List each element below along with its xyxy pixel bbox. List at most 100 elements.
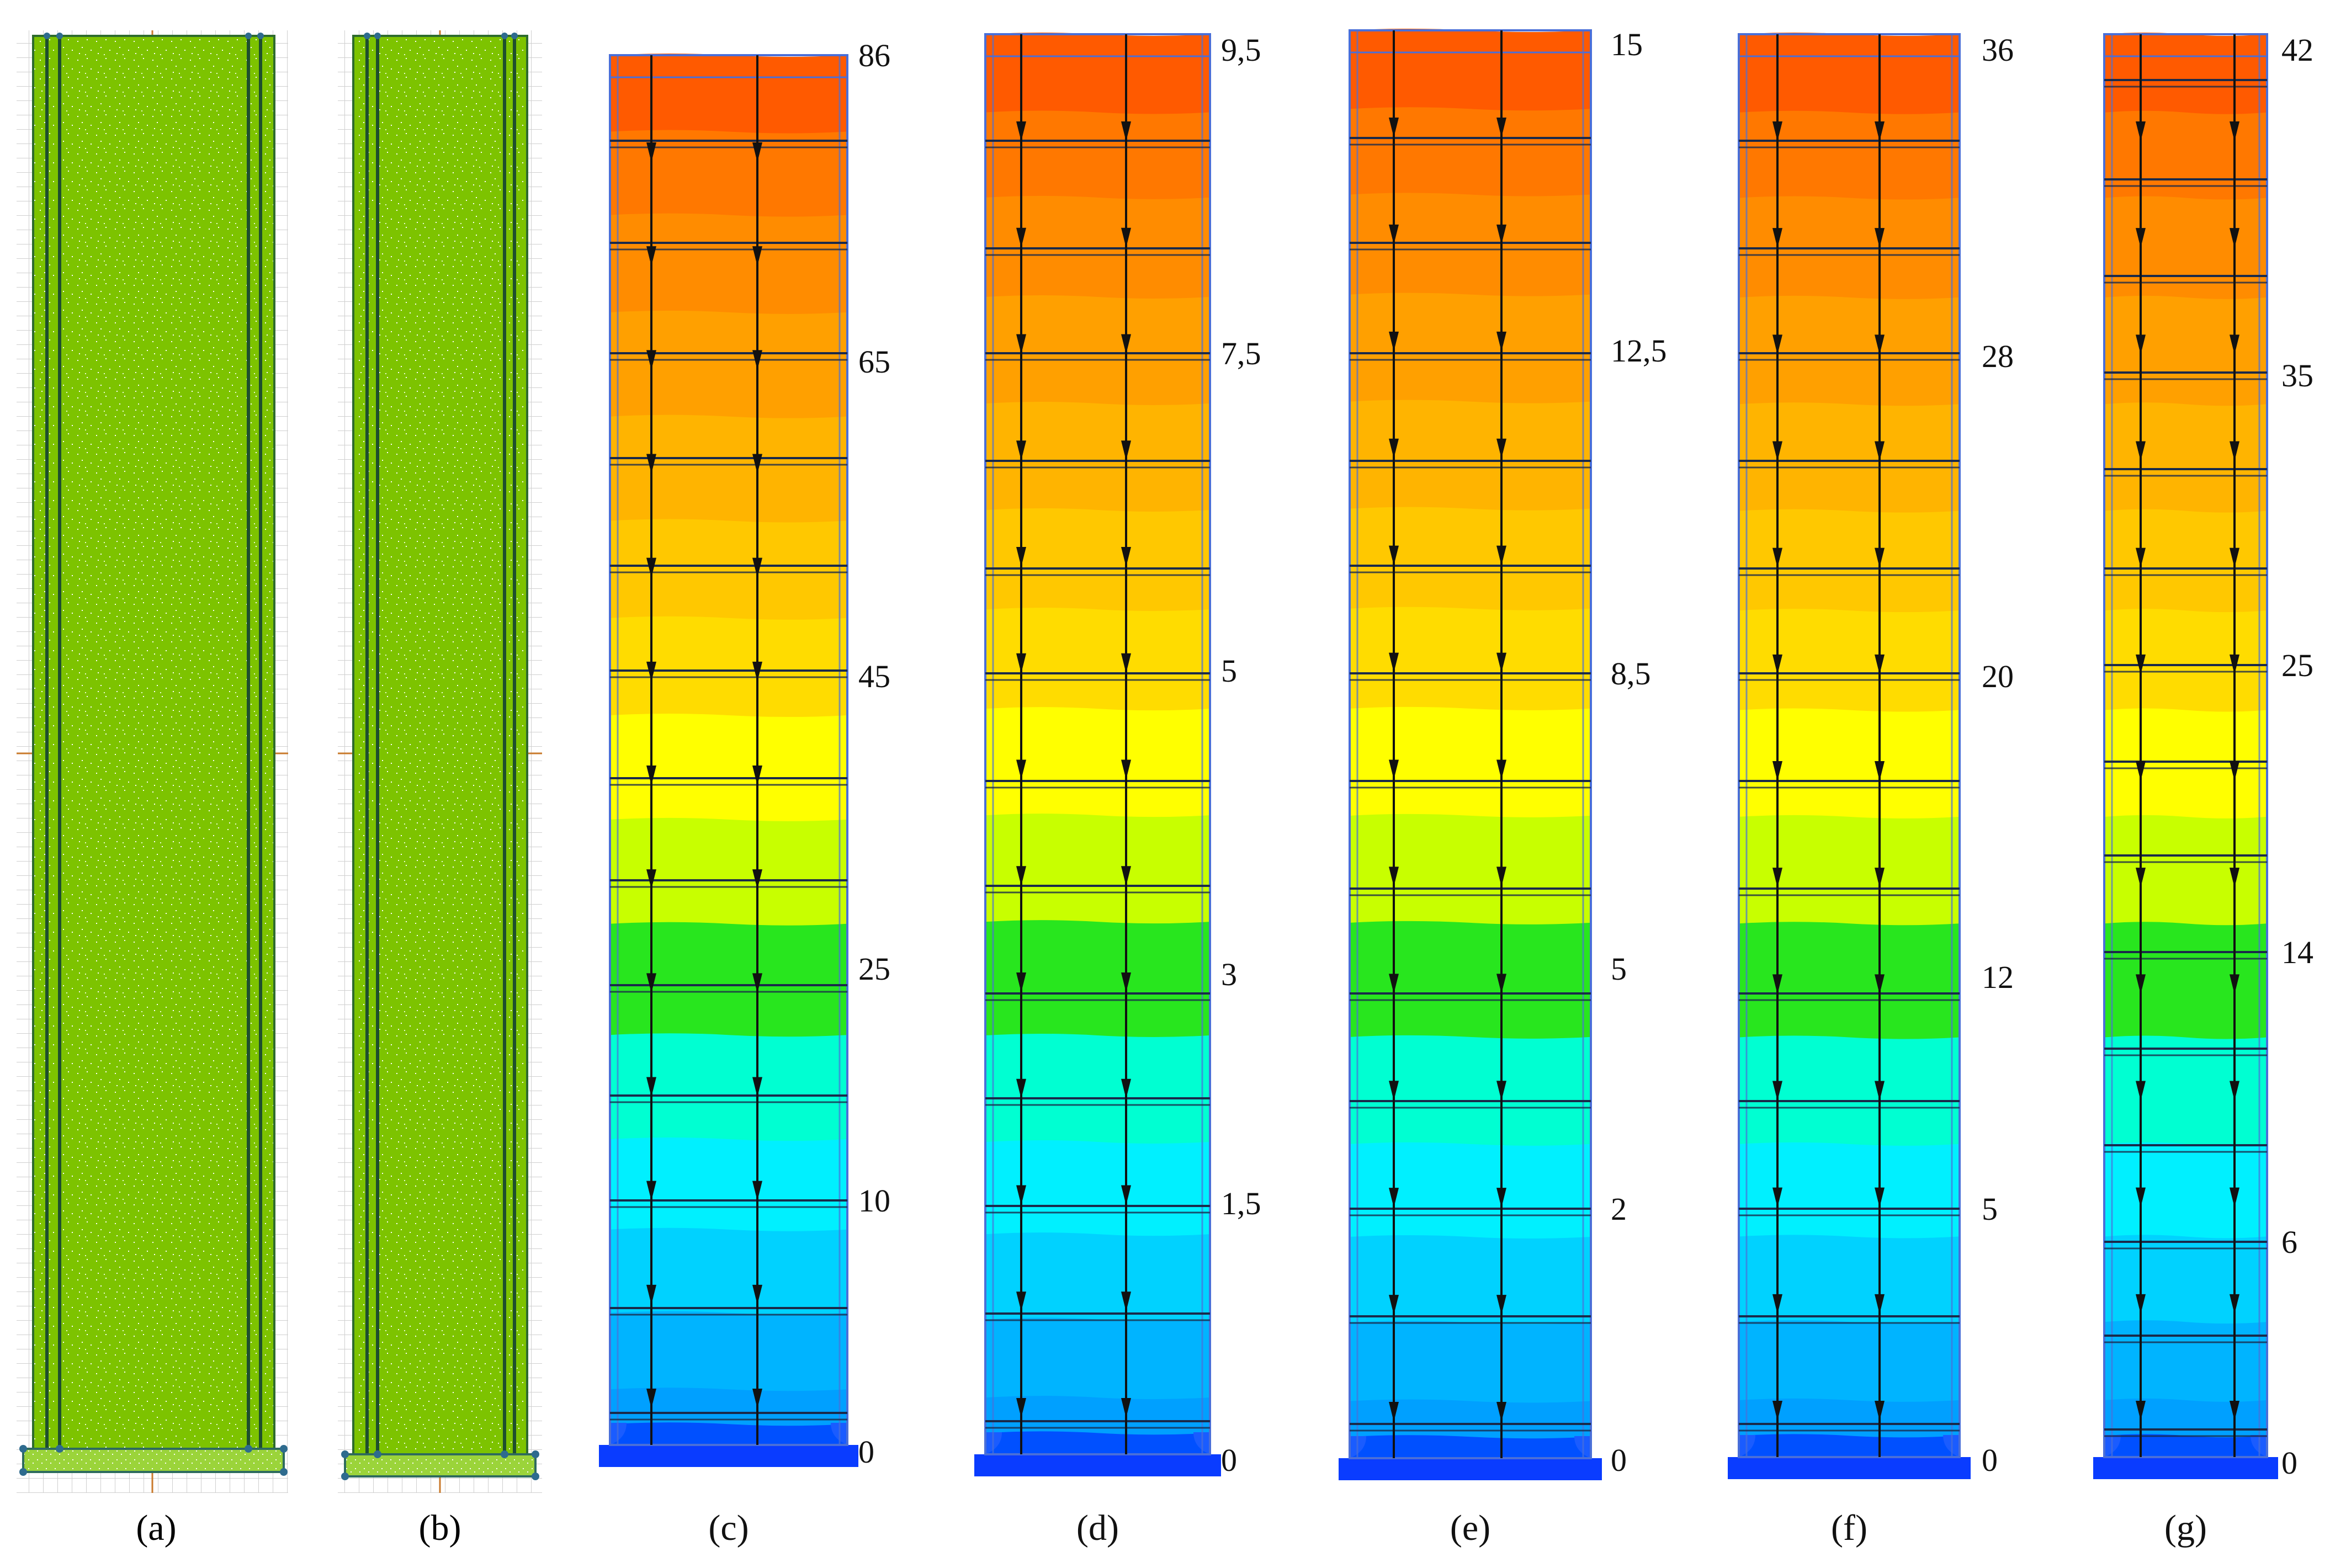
panel-d-load-arrow: [1121, 334, 1131, 354]
panel-c-contour-band: [610, 213, 847, 315]
panel-d-load-arrow: [1121, 121, 1131, 141]
panel-a-mesh-base: [22, 1448, 285, 1473]
panel-b-node: [374, 33, 381, 39]
panel-d-contour-band: [985, 401, 1210, 512]
panel-c-load-arrow: [646, 661, 656, 682]
panel-d-load-arrow: [1121, 1398, 1131, 1418]
panel-e-scale-label: 5: [1611, 951, 1627, 987]
panel-c-contour-band: [610, 1227, 847, 1315]
panel-d-load-arrow: [1016, 547, 1026, 567]
panel-e-load-arrow: [1389, 1295, 1399, 1315]
panel-d-scale-label: 9,5: [1221, 32, 1261, 68]
panel-a-node: [56, 1445, 63, 1453]
panel-e-load-arrow: [1389, 974, 1399, 994]
panel-e-load-arrow: [1389, 1081, 1399, 1101]
panel-c-contour-band: [610, 1138, 847, 1232]
panel-g-load-arrow: [2230, 1401, 2239, 1421]
panel-c-scale-label: 45: [858, 658, 890, 694]
panel-f-load-arrow: [1772, 121, 1782, 141]
panel-c-load-arrow: [752, 142, 762, 162]
panel-f-contour-band: [1739, 1320, 1960, 1402]
panel-f-contour-band: [1739, 609, 1960, 713]
panel-g-scale-label: 14: [2281, 934, 2313, 970]
panel-c-load-arrow: [646, 142, 656, 162]
panel-c-load-arrow: [646, 1284, 656, 1305]
panel-f-load-arrow: [1772, 974, 1782, 995]
panel-c-load-arrow: [646, 454, 656, 474]
panel-c-load-arrow: [752, 454, 762, 474]
panel-g-scale-label: 0: [2281, 1445, 2297, 1481]
panel-e-contour-band: [1350, 507, 1591, 611]
panel-d-load-arrow: [1016, 1185, 1026, 1205]
panel-f-load-arrow: [1875, 228, 1885, 248]
panel-e-load-arrow: [1496, 1295, 1506, 1315]
panel-f-load-arrow: [1772, 1187, 1782, 1208]
panel-e-load-arrow: [1496, 118, 1506, 137]
panel-g-load-arrow: [2136, 1401, 2146, 1421]
panel-d-load-arrow: [1016, 1078, 1026, 1099]
panel-g-scale-label: 42: [2281, 32, 2313, 68]
panel-f-load-arrow: [1772, 1401, 1782, 1421]
panel-d-contour-band: [985, 814, 1210, 924]
panel-g-contour-band: [2104, 110, 2267, 200]
panel-e-load-arrow: [1389, 652, 1399, 673]
panel-g-contour-band: [2104, 1434, 2267, 1459]
panel-g-contour-band: [2104, 1142, 2267, 1239]
panel-e-contour-band: [1350, 1435, 1591, 1460]
panel-f-load-arrow: [1875, 1294, 1885, 1314]
panel-c-contour-band: [610, 1033, 847, 1142]
panel-e-load-arrow: [1496, 1402, 1506, 1422]
panel-e-contour-band: [1350, 607, 1591, 711]
panel-d-scale-label: 5: [1221, 653, 1237, 689]
panel-g-load-arrow: [2136, 868, 2146, 888]
panel-d-scale-label: 7,5: [1221, 336, 1261, 371]
panel-g-contour-band: [2104, 815, 2267, 926]
panel-g-load-arrow: [2230, 654, 2239, 674]
panel-g-load-arrow: [2230, 548, 2239, 568]
panel-b-node: [532, 1473, 539, 1480]
panel-g-load-arrow: [2230, 868, 2239, 888]
panel-g-load-arrow: [2136, 548, 2146, 568]
panel-e-load-arrow: [1496, 438, 1506, 459]
panel-c-load-arrow: [752, 557, 762, 578]
panel-g-contour-band: [2104, 1320, 2267, 1402]
panel-d-load-arrow: [1121, 547, 1131, 567]
panel-c-contour-band: [610, 1388, 847, 1427]
panel-b-node: [532, 1450, 539, 1458]
panel-c-load-arrow: [646, 1077, 656, 1097]
panel-e-scale-label: 15: [1611, 26, 1643, 62]
panel-a-node: [19, 1445, 27, 1453]
panel-c-load-arrow: [752, 350, 762, 370]
panel-b-node: [341, 1450, 349, 1458]
panel-e-contour-band: [1350, 400, 1591, 511]
panel-g-scale-label: 6: [2281, 1224, 2297, 1260]
panel-e-scale-label: 12,5: [1611, 333, 1667, 369]
panel-g-base-plate: [2093, 1457, 2278, 1479]
panel-g-load-arrow: [2230, 761, 2239, 781]
panel-b-node: [511, 33, 518, 39]
panel-b-mesh-body: [352, 35, 528, 1458]
panel-f-contour-band: [1739, 708, 1960, 819]
panel-g-contour-band: [2104, 295, 2267, 407]
panel-c-scale-label: 0: [858, 1434, 874, 1470]
panel-c-load-arrow: [752, 1284, 762, 1305]
panel-g-load-arrow: [2230, 441, 2239, 461]
panel-e-scale-label: 8,5: [1611, 656, 1651, 692]
panel-f-contour-band: [1739, 110, 1960, 200]
panel-f-scale-label: 5: [1982, 1191, 1998, 1227]
panel-c-load-arrow: [752, 1077, 762, 1097]
panel-e-contour-band: [1350, 814, 1591, 925]
panel-e: 15 12,5 8,5 5 2 0 (e): [1339, 26, 1667, 1548]
panel-c-outline: [609, 54, 848, 1446]
panel-e-contour-band: [1350, 293, 1591, 404]
panel-f-load-arrow: [1875, 334, 1885, 355]
panel-e-load-arrow: [1496, 652, 1506, 673]
panel-d-contour-band: [985, 1396, 1210, 1436]
panel-d-contour-band: [985, 707, 1210, 818]
panel-f-load-arrow: [1875, 654, 1885, 674]
panel-g-load-arrow: [2230, 1294, 2239, 1314]
panel-b: (b): [338, 30, 542, 1548]
panel-c-contour-band: [610, 714, 847, 822]
panel-f-load-arrow: [1875, 974, 1885, 995]
panel-e-load-arrow: [1389, 1188, 1399, 1208]
